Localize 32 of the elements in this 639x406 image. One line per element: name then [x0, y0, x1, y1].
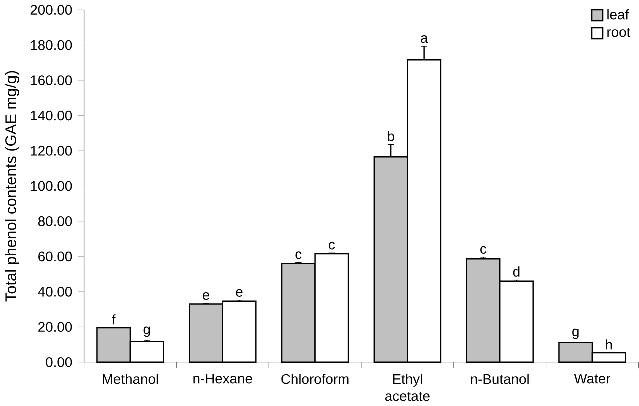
- data-label: f: [112, 314, 116, 324]
- data-label: g: [572, 328, 579, 340]
- y-tick-label: 0.00: [46, 357, 72, 368]
- y-tick-label: 200.00: [30, 4, 72, 15]
- data-label: a: [421, 35, 428, 43]
- legend-label: root: [608, 28, 631, 38]
- data-label: c: [480, 246, 487, 254]
- data-label: e: [236, 289, 243, 297]
- y-axis-title: Total phenol contents (GAE mg/g): [5, 71, 20, 302]
- data-label: c: [329, 242, 336, 250]
- y-tick-label: 100.00: [31, 181, 72, 191]
- data-label: e: [202, 292, 210, 300]
- x-tick-label: Chloroform: [282, 374, 349, 384]
- data-label: d: [513, 266, 520, 277]
- data-label: h: [606, 339, 612, 350]
- data-label: g: [144, 326, 150, 337]
- x-tick-label: n-Hexane: [194, 374, 252, 384]
- y-tick-label: 120.00: [31, 146, 72, 156]
- y-tick-label: 180.00: [31, 40, 72, 50]
- y-tick-label: 140.00: [31, 110, 72, 121]
- y-tick-label: 160.00: [31, 75, 72, 86]
- y-tick-label: 80.00: [38, 216, 72, 226]
- x-tick-label: Ethyl acetate: [385, 374, 430, 402]
- legend-label: leaf: [608, 9, 630, 20]
- y-tick-label: 40.00: [38, 286, 72, 297]
- data-label: b: [388, 131, 394, 142]
- y-tick-label: 60.00: [38, 252, 72, 262]
- x-tick-label: Water: [574, 374, 611, 384]
- data-label: c: [296, 251, 302, 260]
- x-tick-label: Methanol: [103, 374, 158, 384]
- y-tick-label: 20.00: [38, 322, 72, 332]
- x-tick-label: n-Butanol: [471, 374, 529, 384]
